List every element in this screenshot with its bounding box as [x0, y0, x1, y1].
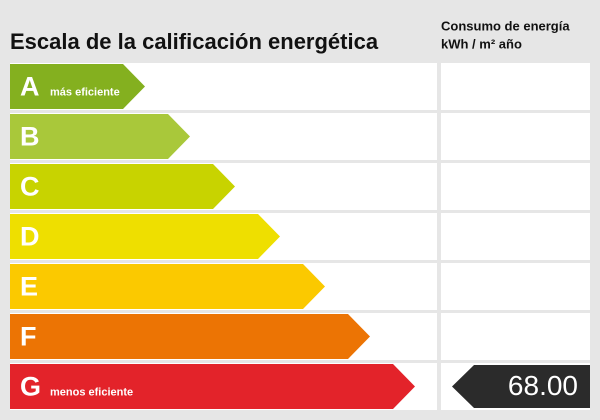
value-indicator [452, 365, 590, 408]
rating-letter: B [20, 122, 40, 152]
column-title: Consumo de energía [441, 18, 570, 33]
rating-arrow [10, 264, 325, 309]
rating-letter: C [20, 172, 40, 202]
value-panel [441, 263, 590, 310]
rating-arrow [10, 364, 415, 409]
rating-letter: F [20, 322, 37, 352]
rating-letter: A [20, 72, 40, 102]
column-unit: kWh / m² año [441, 36, 522, 51]
consumption-value: 68.00 [508, 370, 578, 401]
value-panel [441, 163, 590, 210]
title: Escala de la calificación energética [10, 29, 379, 54]
rating-note: más eficiente [50, 86, 120, 98]
rating-arrow [10, 64, 145, 109]
value-panel [441, 213, 590, 260]
rating-arrow [10, 314, 370, 359]
rating-arrow [10, 164, 235, 209]
value-panel [441, 313, 590, 360]
rating-letter: D [20, 222, 40, 252]
rating-letter: E [20, 272, 38, 302]
rating-arrow [10, 114, 190, 159]
rating-arrow [10, 214, 280, 259]
rating-note: menos eficiente [50, 386, 133, 398]
value-panel [441, 113, 590, 160]
rating-letter: G [20, 372, 41, 402]
value-panel [441, 63, 590, 110]
